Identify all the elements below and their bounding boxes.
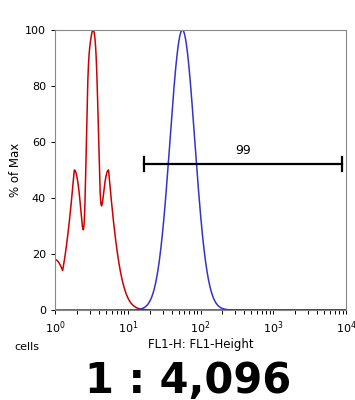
Text: cells: cells xyxy=(14,342,39,352)
Text: 99: 99 xyxy=(235,144,251,157)
Y-axis label: % of Max: % of Max xyxy=(9,143,22,197)
Text: 1 : 4,096: 1 : 4,096 xyxy=(85,360,291,400)
X-axis label: FL1-H: FL1-Height: FL1-H: FL1-Height xyxy=(148,338,253,352)
